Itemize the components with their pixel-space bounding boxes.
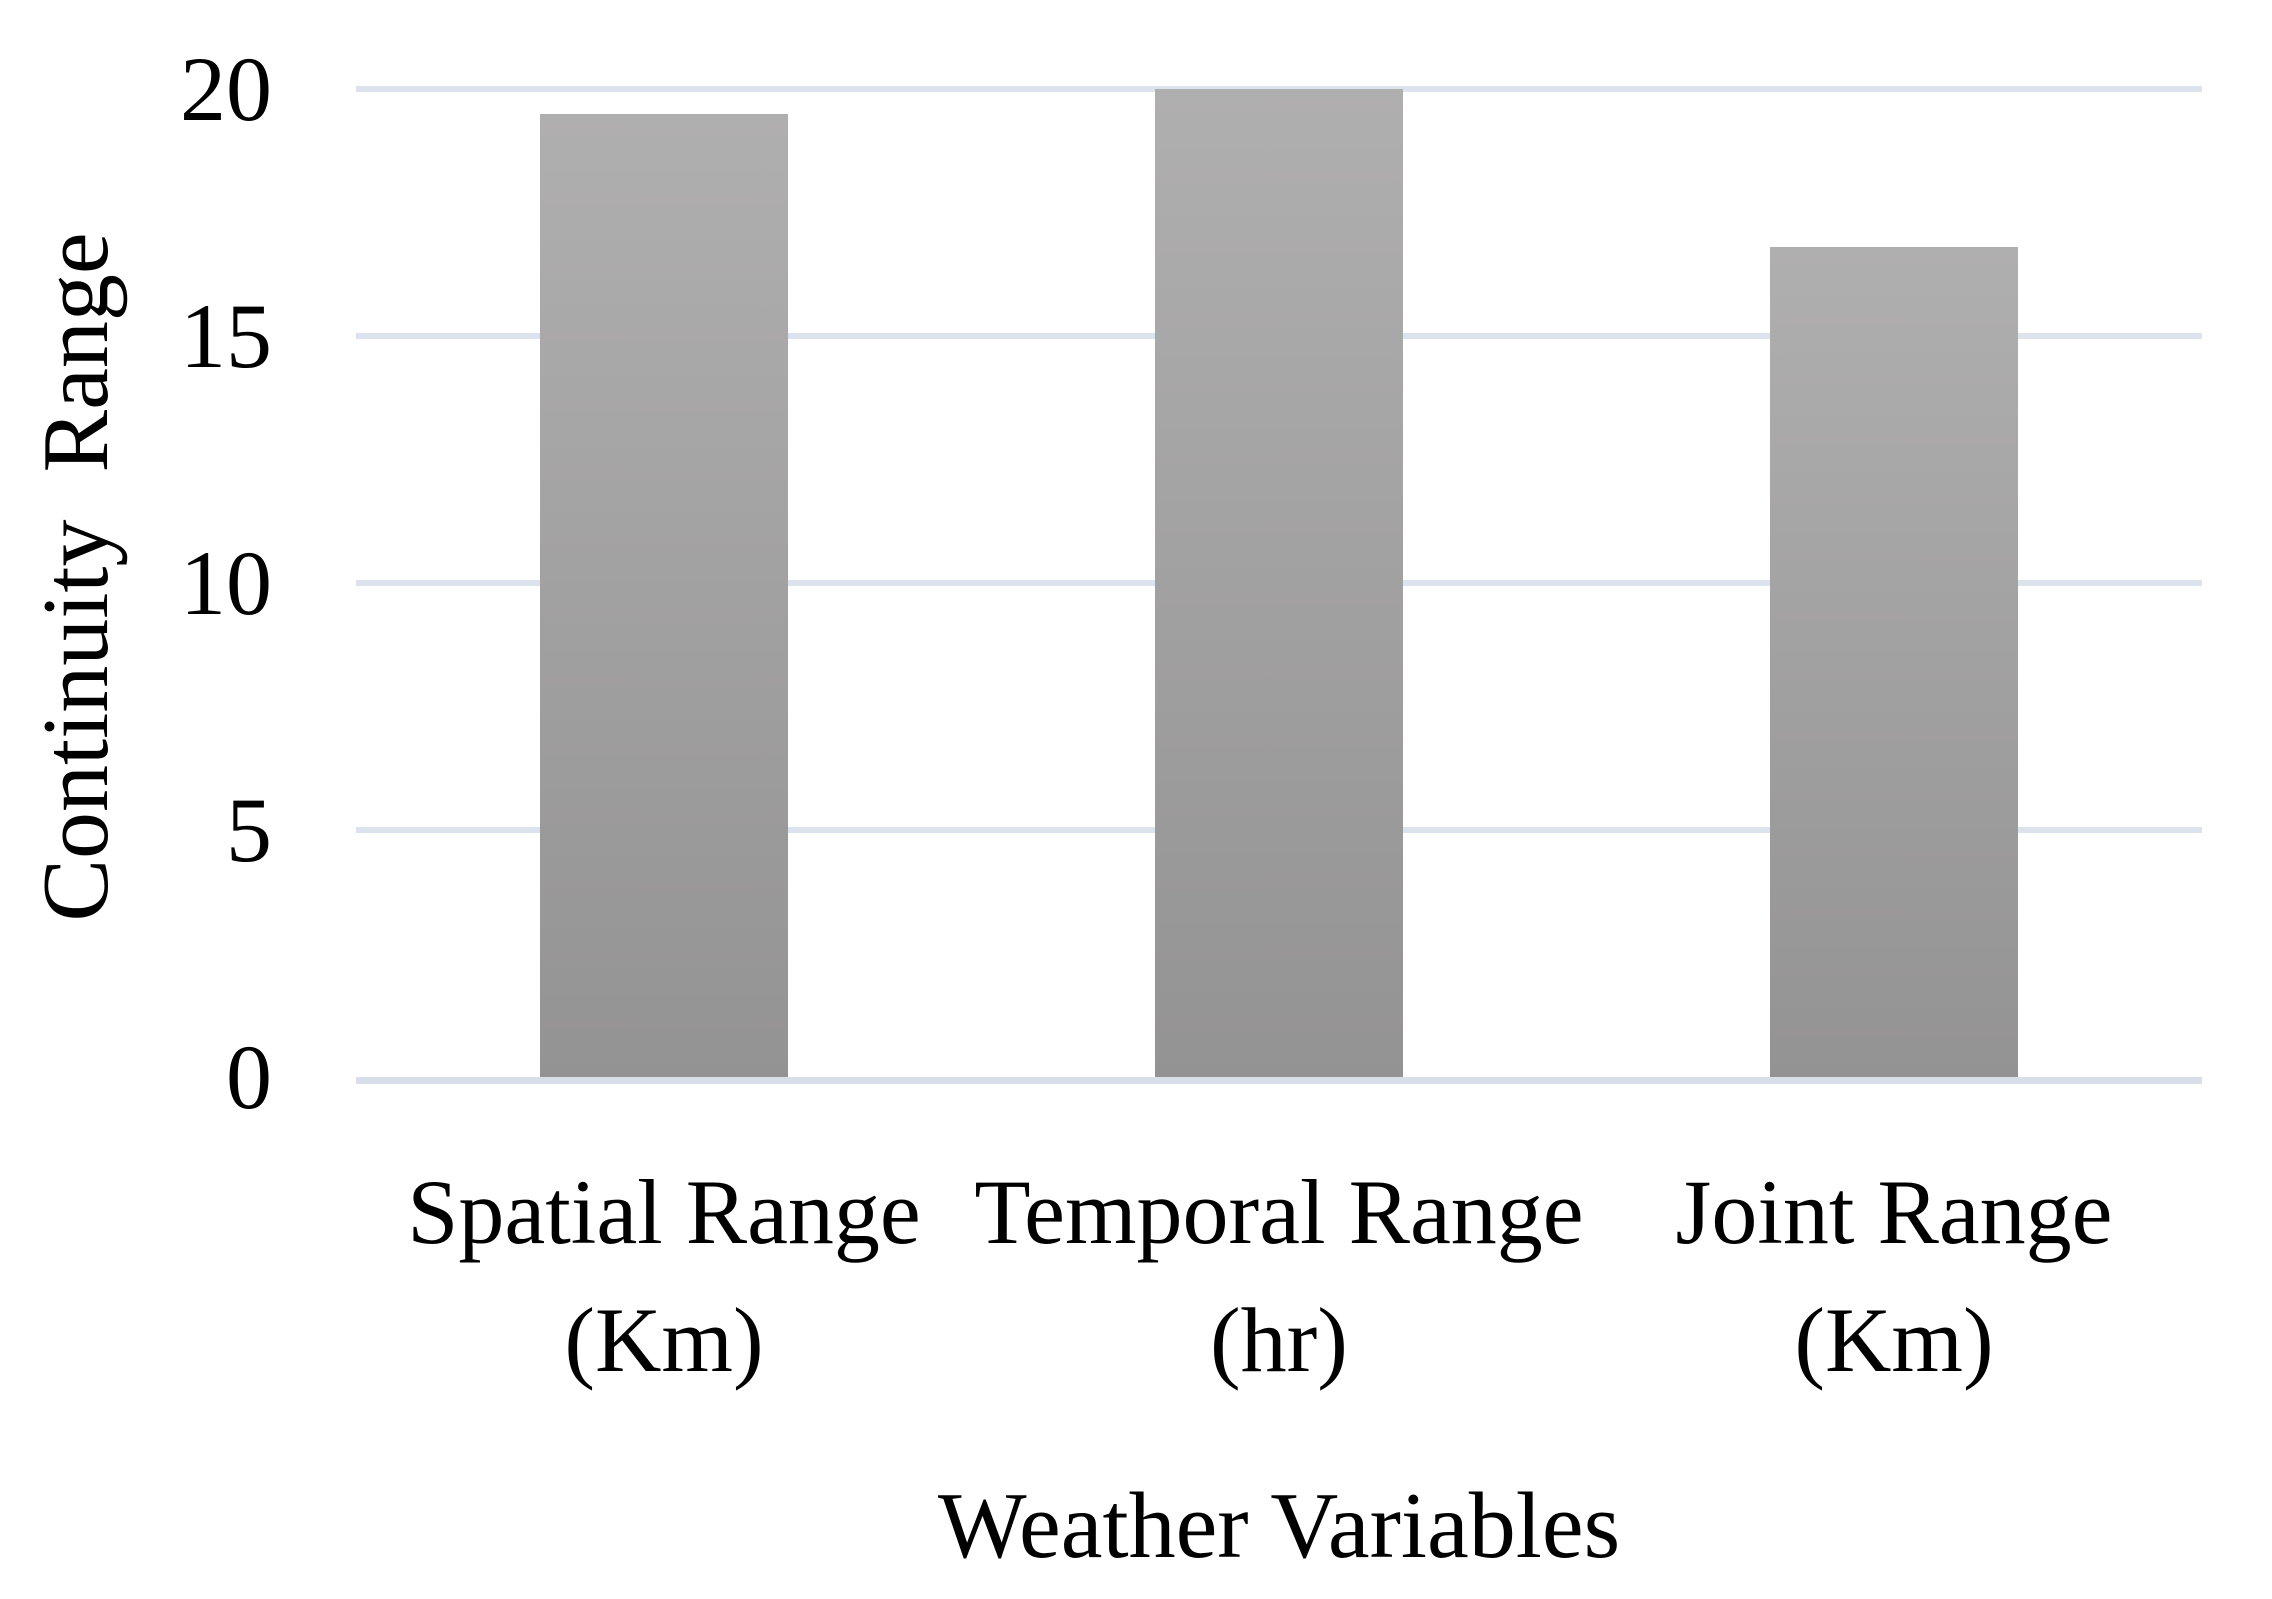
x-axis-line [356, 1077, 2202, 1084]
y-tick-label: 15 [180, 285, 272, 387]
y-tick-label: 5 [226, 779, 272, 881]
y-tick-label: 10 [180, 532, 272, 634]
category-label: Temporal Range (hr) [974, 1161, 1584, 1391]
bar-2 [1155, 89, 1403, 1077]
plot-area [356, 86, 2202, 1084]
bar-3 [1770, 247, 2018, 1077]
y-tick-label: 0 [226, 1026, 272, 1128]
bar-1 [540, 114, 788, 1077]
category-label: Spatial Range (Km) [407, 1161, 921, 1391]
category-label: Joint Range (Km) [1675, 1161, 2113, 1391]
x-axis-title: Weather Variables [937, 1474, 1621, 1578]
y-tick-label: 20 [180, 38, 272, 140]
